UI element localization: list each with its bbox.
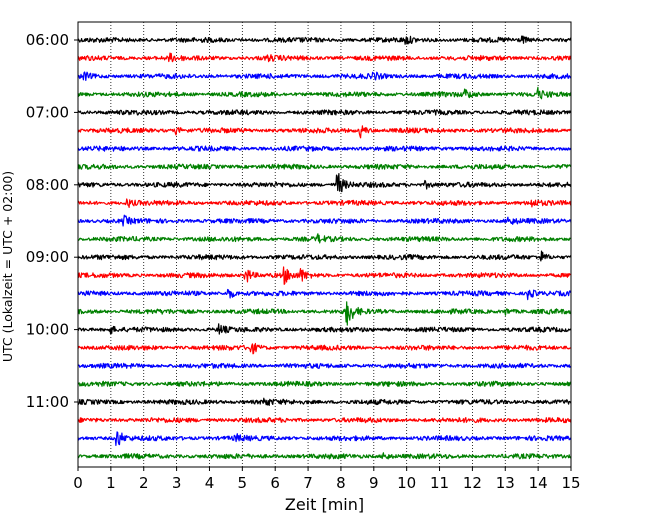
seismic-trace	[77, 145, 572, 152]
seismic-trace	[77, 301, 572, 326]
seismic-trace	[77, 397, 572, 406]
x-tick-label: 11	[430, 474, 449, 492]
seismic-trace	[77, 198, 572, 208]
seismic-trace	[77, 214, 572, 227]
seismic-trace	[77, 125, 572, 139]
y-tick-label: 11:00	[26, 393, 69, 411]
y-axis-label: UTC (Lokalzeit = UTC + 02:00)	[0, 171, 15, 362]
x-tick-label: 3	[172, 474, 182, 492]
grid-lines	[110, 22, 539, 467]
seismic-trace	[77, 109, 572, 116]
x-tick-label: 9	[369, 474, 379, 492]
seismic-trace	[77, 52, 572, 63]
seismic-trace	[77, 342, 572, 355]
plot-frame	[77, 21, 572, 468]
x-tick-label: 15	[561, 474, 580, 492]
x-tick-label: 5	[238, 474, 248, 492]
seismic-trace	[77, 233, 572, 244]
x-axis-label: Zeit [min]	[285, 495, 364, 514]
seismic-trace	[77, 362, 572, 369]
seismic-trace	[77, 173, 572, 193]
y-tick-label: 06:00	[26, 31, 69, 49]
x-tick-label: 0	[73, 474, 83, 492]
x-tick-label: 14	[529, 474, 548, 492]
x-tick-label: 12	[463, 474, 482, 492]
seismic-trace	[77, 452, 572, 460]
seismic-trace	[77, 288, 572, 301]
y-axis-ticks: 06:00 07:00 08:00 09:00 10:00 11:00	[26, 31, 78, 411]
seismic-trace	[77, 35, 572, 45]
y-tick-label: 09:00	[26, 248, 69, 266]
seismic-trace	[77, 417, 572, 424]
y-tick-label: 07:00	[26, 103, 69, 121]
x-tick-label: 8	[336, 474, 346, 492]
y-tick-label: 08:00	[26, 176, 69, 194]
x-tick-label: 10	[397, 474, 416, 492]
x-tick-label: 1	[106, 474, 116, 492]
seismic-trace	[77, 86, 572, 100]
seismic-trace	[77, 71, 572, 81]
seismic-trace	[77, 431, 572, 446]
x-tick-label: 7	[303, 474, 313, 492]
seismic-trace	[77, 163, 572, 170]
seismic-trace	[77, 323, 571, 335]
x-tick-label: 2	[139, 474, 149, 492]
x-tick-label: 4	[205, 474, 215, 492]
seismic-traces	[77, 35, 572, 460]
seismic-trace	[77, 380, 572, 387]
y-tick-label: 10:00	[26, 321, 69, 339]
x-tick-label: 13	[496, 474, 515, 492]
seismic-trace	[77, 250, 572, 262]
x-axis-ticks: 0 1 2 3 4 5 6 7 8 9 10 11 12 13 14 15	[73, 467, 581, 492]
seismic-trace	[77, 266, 572, 285]
x-tick-label: 6	[270, 474, 280, 492]
